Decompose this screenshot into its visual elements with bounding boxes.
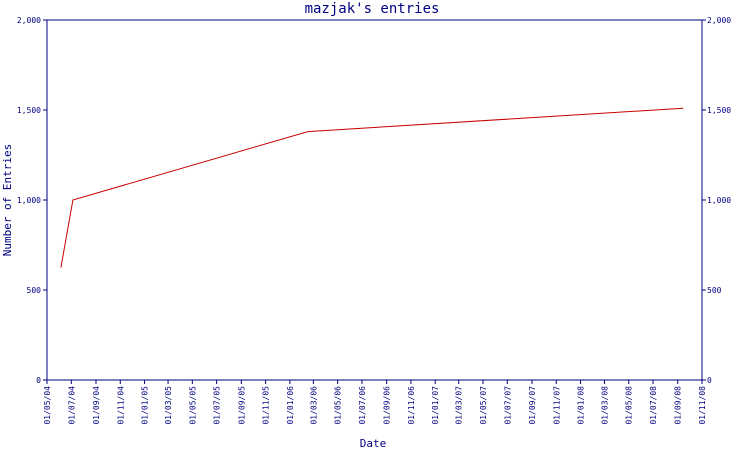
- x-tick-label: 01/01/08: [577, 386, 586, 425]
- x-tick-label: 01/07/04: [67, 386, 76, 425]
- y-tick-label-left: 2,000: [17, 16, 41, 25]
- x-tick-label: 01/11/07: [552, 386, 561, 425]
- x-tick-label: 01/05/04: [43, 386, 52, 425]
- x-tick-label: 01/01/05: [141, 386, 150, 425]
- x-tick-label: 01/11/04: [116, 386, 125, 425]
- y-axis-title: Number of Entries: [1, 144, 14, 257]
- y-tick-label-right: 1,000: [707, 196, 731, 205]
- y-tick-label-left: 0: [36, 376, 41, 385]
- x-tick-label: 01/07/08: [649, 386, 658, 425]
- series-group: [61, 108, 683, 267]
- x-tick-label: 01/07/05: [213, 386, 222, 425]
- plot-border: [47, 20, 702, 380]
- x-tick-label: 01/05/05: [188, 386, 197, 425]
- x-tick-label: 01/05/06: [334, 386, 343, 425]
- x-tick-label: 01/09/06: [383, 386, 392, 425]
- x-tick-label: 01/09/05: [237, 386, 246, 425]
- y-axis-left: 0 500 1,000 1,500 2,000: [17, 16, 47, 385]
- plot-frame: [47, 20, 702, 380]
- x-axis-title: Date: [360, 437, 387, 450]
- y-tick-label-left: 1,500: [17, 106, 41, 115]
- y-tick-label-right: 500: [707, 286, 722, 295]
- x-tick-label: 01/11/08: [698, 386, 707, 425]
- y-axis-right: 0 500 1,000 1,500 2,000: [702, 16, 731, 385]
- x-axis: 01/05/04 01/07/04 01/09/04 01/11/04 01/01/05…: [43, 380, 707, 425]
- x-tick-label: 01/09/07: [528, 386, 537, 425]
- x-tick-label: 01/09/08: [674, 386, 683, 425]
- y-tick-label-left: 1,000: [17, 196, 41, 205]
- x-tick-label: 01/09/04: [92, 386, 101, 425]
- x-tick-label: 01/05/08: [625, 386, 634, 425]
- x-tick-label: 01/01/07: [431, 386, 440, 425]
- x-tick-label: 01/11/06: [407, 386, 416, 425]
- y-tick-label-right: 1,500: [707, 106, 731, 115]
- x-tick-label: 01/07/07: [503, 386, 512, 425]
- x-tick-label: 01/05/07: [479, 386, 488, 425]
- x-tick-label: 01/03/06: [309, 386, 318, 425]
- x-tick-label: 01/01/06: [286, 386, 295, 425]
- y-tick-label-right: 2,000: [707, 16, 731, 25]
- series-line: [61, 108, 683, 267]
- y-tick-label-right: 0: [707, 376, 712, 385]
- x-tick-label: 01/03/08: [600, 386, 609, 425]
- x-tick-label: 01/03/07: [455, 386, 464, 425]
- x-tick-label: 01/07/06: [358, 386, 367, 425]
- chart-title: mazjak's entries: [305, 1, 440, 17]
- x-tick-label: 01/11/05: [262, 386, 271, 425]
- x-tick-label: 01/03/05: [164, 386, 173, 425]
- y-tick-label-left: 500: [27, 286, 42, 295]
